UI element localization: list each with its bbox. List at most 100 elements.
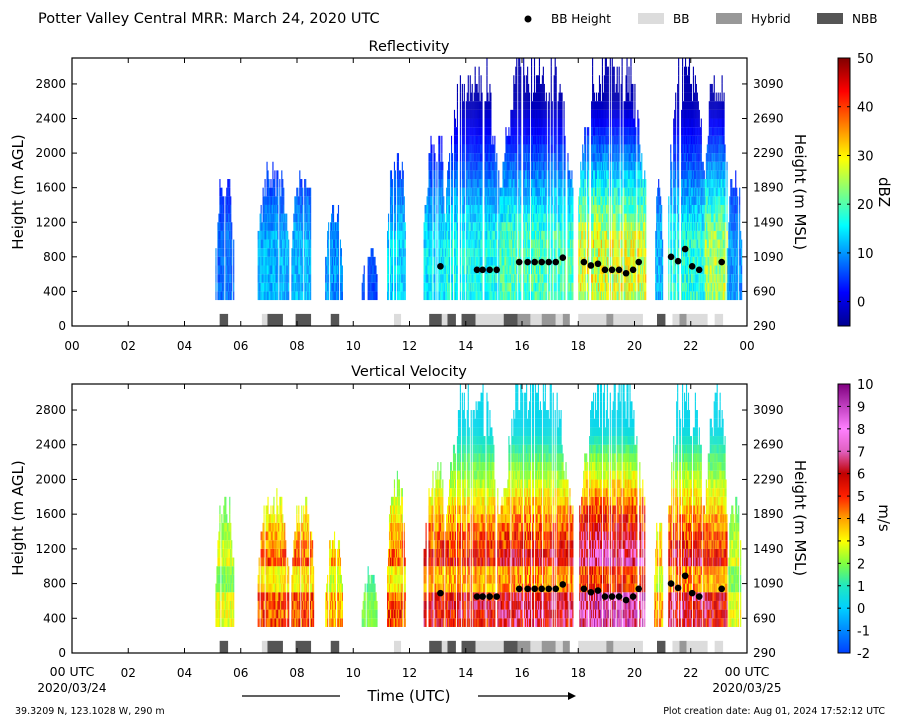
- heatmap-cell: [469, 135, 471, 145]
- heatmap-cell: [618, 239, 620, 249]
- heatmap-cell: [509, 196, 511, 205]
- heatmap-cell: [609, 101, 611, 110]
- heatmap-cell: [611, 58, 613, 67]
- heatmap-cell: [554, 83, 556, 93]
- heatmap-cell: [292, 265, 294, 275]
- heatmap-cell: [596, 161, 599, 171]
- heatmap-cell: [528, 230, 530, 240]
- heatmap-cell: [221, 187, 223, 197]
- heatmap-cell: [536, 101, 539, 110]
- heatmap-cell: [606, 118, 608, 128]
- heatmap-cell: [398, 213, 400, 223]
- heatmap-cell: [279, 213, 281, 223]
- heatmap-cell: [571, 170, 573, 180]
- heatmap-cell: [428, 256, 430, 266]
- heatmap-cell: [617, 127, 619, 136]
- heatmap-cell: [598, 230, 601, 240]
- heatmap-cell: [396, 265, 398, 275]
- heatmap-cell: [531, 187, 533, 197]
- heatmap-cell: [548, 92, 550, 102]
- heatmap-cell: [602, 92, 604, 102]
- heatmap-cell: [283, 230, 285, 240]
- heatmap-cell: [606, 291, 608, 301]
- heatmap-cell: [531, 118, 533, 128]
- heatmap-cell: [623, 101, 625, 110]
- heatmap-cell: [449, 213, 451, 223]
- heatmap-cell: [528, 196, 530, 205]
- heatmap-cell: [403, 213, 405, 223]
- heatmap-cell: [561, 179, 563, 188]
- heatmap-cell: [557, 274, 559, 283]
- heatmap-cell: [595, 248, 598, 257]
- heatmap-cell: [466, 161, 468, 171]
- heatmap-cell: [564, 196, 566, 205]
- heatmap-cell: [626, 248, 628, 257]
- heatmap-cell: [491, 144, 493, 154]
- heatmap-cell: [402, 222, 404, 231]
- heatmap-cell: [490, 196, 492, 205]
- heatmap-cell: [606, 230, 608, 240]
- heatmap-cell: [479, 196, 481, 205]
- heatmap-cell: [438, 170, 440, 180]
- heatmap-cell: [597, 109, 600, 119]
- heatmap-cell: [332, 291, 334, 301]
- heatmap-cell: [228, 282, 230, 292]
- heatmap-cell: [509, 274, 511, 283]
- heatmap-cell: [227, 265, 229, 275]
- heatmap-cell: [499, 248, 501, 257]
- heatmap-cell: [554, 282, 556, 292]
- heatmap-cell: [396, 256, 398, 266]
- heatmap-cell: [362, 291, 364, 301]
- heatmap-cell: [486, 83, 488, 93]
- heatmap-cell: [466, 213, 468, 223]
- heatmap-cell: [520, 196, 522, 205]
- heatmap-cell: [617, 118, 619, 128]
- heatmap-cell: [332, 265, 334, 275]
- heatmap-cell: [440, 204, 442, 214]
- heatmap-cell: [274, 187, 276, 197]
- heatmap-cell: [602, 187, 604, 197]
- heatmap-cell: [425, 222, 427, 231]
- heatmap-cell: [585, 196, 587, 205]
- heatmap-cell: [526, 213, 528, 223]
- heatmap-cell: [598, 92, 601, 102]
- heatmap-cell: [535, 248, 538, 257]
- heatmap-cell: [295, 230, 297, 240]
- heatmap-cell: [394, 222, 397, 231]
- heatmap-cell: [536, 92, 539, 102]
- heatmap-cell: [603, 161, 605, 171]
- heatmap-cell: [306, 256, 308, 266]
- heatmap-cell: [450, 170, 453, 180]
- heatmap-cell: [504, 291, 506, 301]
- heatmap-cell: [327, 256, 329, 266]
- heatmap-cell: [502, 291, 504, 301]
- heatmap-cell: [618, 66, 620, 76]
- heatmap-cell: [551, 222, 553, 231]
- heatmap-cell: [547, 265, 549, 275]
- heatmap-cell: [307, 204, 309, 214]
- heatmap-cell: [478, 213, 480, 223]
- heatmap-cell: [518, 101, 520, 110]
- heatmap-cell: [286, 222, 288, 231]
- heatmap-cell: [476, 170, 478, 180]
- heatmap-cell: [488, 196, 490, 205]
- heatmap-cell: [605, 101, 607, 110]
- heatmap-cell: [612, 66, 614, 76]
- heatmap-cell: [519, 153, 521, 162]
- heatmap-cell: [594, 248, 596, 257]
- heatmap-cell: [476, 274, 478, 283]
- heatmap-cell: [469, 75, 471, 84]
- heatmap-cell: [529, 92, 531, 102]
- heatmap-cell: [225, 248, 227, 257]
- heatmap-cell: [283, 282, 285, 292]
- heatmap-cell: [602, 170, 604, 180]
- heatmap-cell: [513, 170, 515, 180]
- heatmap-cell: [275, 222, 277, 231]
- heatmap-cell: [397, 222, 399, 231]
- heatmap-cell: [603, 213, 605, 223]
- heatmap-cell: [474, 135, 476, 145]
- heatmap-cell: [399, 196, 401, 205]
- heatmap-cell: [529, 239, 531, 249]
- heatmap-cell: [503, 282, 505, 292]
- heatmap-cell: [538, 179, 541, 188]
